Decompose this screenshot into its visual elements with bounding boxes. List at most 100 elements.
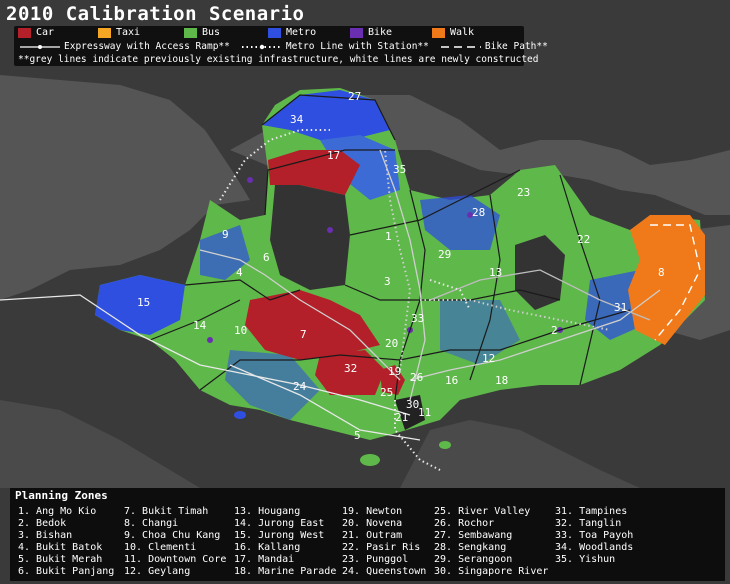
zone-label-24: 24 — [293, 380, 307, 393]
legend-taxi: Taxi — [98, 26, 140, 39]
zone-item: 26. Rochor — [434, 518, 495, 529]
zone-label-4: 4 — [236, 266, 243, 279]
zone-label-23: 23 — [517, 186, 530, 199]
zone-item: 19. Newton — [342, 506, 403, 517]
zone-label-9: 9 — [222, 228, 229, 241]
legend-metro: Metro — [268, 26, 316, 39]
zone-item: 13. Hougang — [234, 506, 301, 517]
zone-label-8: 8 — [658, 266, 665, 279]
bike-swatch — [350, 27, 363, 38]
car-swatch — [18, 27, 31, 38]
legend-walk: Walk — [432, 26, 474, 39]
walk-swatch — [432, 27, 445, 38]
legend: Car Taxi Bus Metro Bike Walk Express — [14, 26, 548, 66]
zone-item: 33. Toa Payoh — [555, 530, 634, 541]
zone-item: 22. Pasir Ris — [342, 542, 421, 553]
zone-label-7: 7 — [300, 328, 307, 341]
zone-item: 35. Yishun — [555, 554, 616, 565]
zone-item: 5. Bukit Merah — [18, 554, 103, 565]
zone-item: 30. Singapore River — [434, 566, 549, 577]
zone-item: 20. Novena — [342, 518, 403, 529]
zone-item: 24. Queenstown — [342, 566, 427, 577]
bus-swatch — [184, 27, 197, 38]
metro-swatch — [268, 27, 281, 38]
zone-item: 25. River Valley — [434, 506, 531, 517]
zone-label-21: 21 — [395, 411, 408, 424]
expressway-line-icon — [20, 44, 60, 49]
zone-label-13: 13 — [489, 266, 502, 279]
zone-column-4: 19. Newton 20. Novena 21. Outram 22. Pas… — [342, 506, 426, 578]
bike-path-label: Bike Path** — [484, 41, 548, 52]
map-title: 2010 Calibration Scenario — [6, 3, 305, 25]
zone-label-12: 12 — [482, 352, 495, 365]
bike-path-icon — [440, 45, 481, 48]
zone-item: 4. Bukit Batok — [18, 542, 103, 553]
zone-item: 18. Marine Parade — [234, 566, 337, 577]
legend-bus: Bus — [184, 26, 220, 39]
zone-label-17: 17 — [327, 149, 340, 162]
legend-label-bike: Bike — [368, 27, 393, 38]
zone-item: 27. Sembawang — [434, 530, 513, 541]
zone-item: 16. Kallang — [234, 542, 301, 553]
zone-item: 9. Choa Chu Kang — [124, 530, 221, 541]
zone-label-34: 34 — [290, 113, 304, 126]
zone-label-19: 19 — [388, 365, 401, 378]
zone-column-2: 7. Bukit Timah 8. Changi 9. Choa Chu Kan… — [124, 506, 226, 578]
zone-label-31: 31 — [614, 301, 627, 314]
zone-label-35: 35 — [393, 163, 406, 176]
zone-label-14: 14 — [193, 319, 207, 332]
zone-item: 21. Outram — [342, 530, 403, 541]
zone-label-28: 28 — [472, 206, 485, 219]
legend-label-bus: Bus — [202, 27, 221, 38]
zone-item: 11. Downtown Core — [124, 554, 227, 565]
zone-label-6: 6 — [263, 251, 270, 264]
zone-label-2: 2 — [551, 324, 558, 337]
metro-line-icon — [241, 44, 282, 49]
zone-item: 8. Changi — [124, 518, 179, 529]
zone-item: 10. Clementi — [124, 542, 197, 553]
zone-label-30: 30 — [406, 398, 419, 411]
metro-lines — [219, 129, 611, 471]
zone-label-22: 22 — [577, 233, 590, 246]
zone-item: 23. Punggol — [342, 554, 409, 565]
expressway-label: Expressway with Access Ramp** — [64, 41, 230, 52]
zone-column-5: 25. River Valley 26. Rochor 27. Sembawan… — [434, 506, 548, 578]
zone-item: 1. Ang Mo Kio — [18, 506, 97, 517]
zone-item: 17. Mandai — [234, 554, 295, 565]
zone-labels: 27 34 17 35 23 28 1 9 29 22 6 4 13 8 3 1… — [137, 90, 665, 442]
zone-item: 12. Geylang — [124, 566, 191, 577]
planning-zones-panel: Planning Zones 1. Ang Mo Kio 2. Bedok 3.… — [10, 488, 725, 581]
zone-item: 15. Jurong West — [234, 530, 325, 541]
zone-label-15: 15 — [137, 296, 150, 309]
zone-item: 29. Serangoon — [434, 554, 513, 565]
zone-label-29: 29 — [438, 248, 451, 261]
zone-item: 7. Bukit Timah — [124, 506, 209, 517]
zone-label-20: 20 — [385, 337, 398, 350]
zone-column-6: 31. Tampines 32. Tanglin 33. Toa Payoh 3… — [555, 506, 633, 566]
bike-paths — [650, 224, 701, 341]
expressways — [0, 149, 661, 441]
zone-item: 31. Tampines — [555, 506, 628, 517]
zone-item: 14. Jurong East — [234, 518, 325, 529]
zone-label-5: 5 — [354, 429, 361, 442]
zone-label-11: 11 — [418, 406, 431, 419]
legend-bike: Bike — [350, 26, 392, 39]
zone-label-3: 3 — [384, 275, 391, 288]
offshore-islands — [234, 411, 451, 466]
legend-car: Car — [18, 26, 54, 39]
legend-label-taxi: Taxi — [116, 27, 141, 38]
zone-label-10: 10 — [234, 324, 247, 337]
singapore-island — [95, 88, 705, 440]
infrastructure-note: **grey lines indicate previously existin… — [18, 54, 539, 65]
zone-label-26: 26 — [410, 371, 423, 384]
zone-item: 34. Woodlands — [555, 542, 634, 553]
zone-column-3: 13. Hougang 14. Jurong East 15. Jurong W… — [234, 506, 336, 578]
zone-label-16: 16 — [445, 374, 458, 387]
metro-label: Metro Line with Station** — [285, 41, 429, 52]
zone-item: 3. Bishan — [18, 530, 73, 541]
zone-label-27: 27 — [348, 90, 361, 103]
zone-label-25: 25 — [380, 386, 393, 399]
zone-item: 32. Tanglin — [555, 518, 622, 529]
